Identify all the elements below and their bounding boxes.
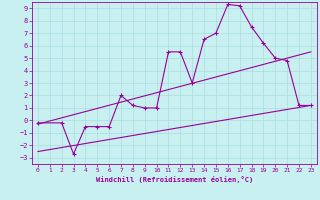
X-axis label: Windchill (Refroidissement éolien,°C): Windchill (Refroidissement éolien,°C)	[96, 176, 253, 183]
